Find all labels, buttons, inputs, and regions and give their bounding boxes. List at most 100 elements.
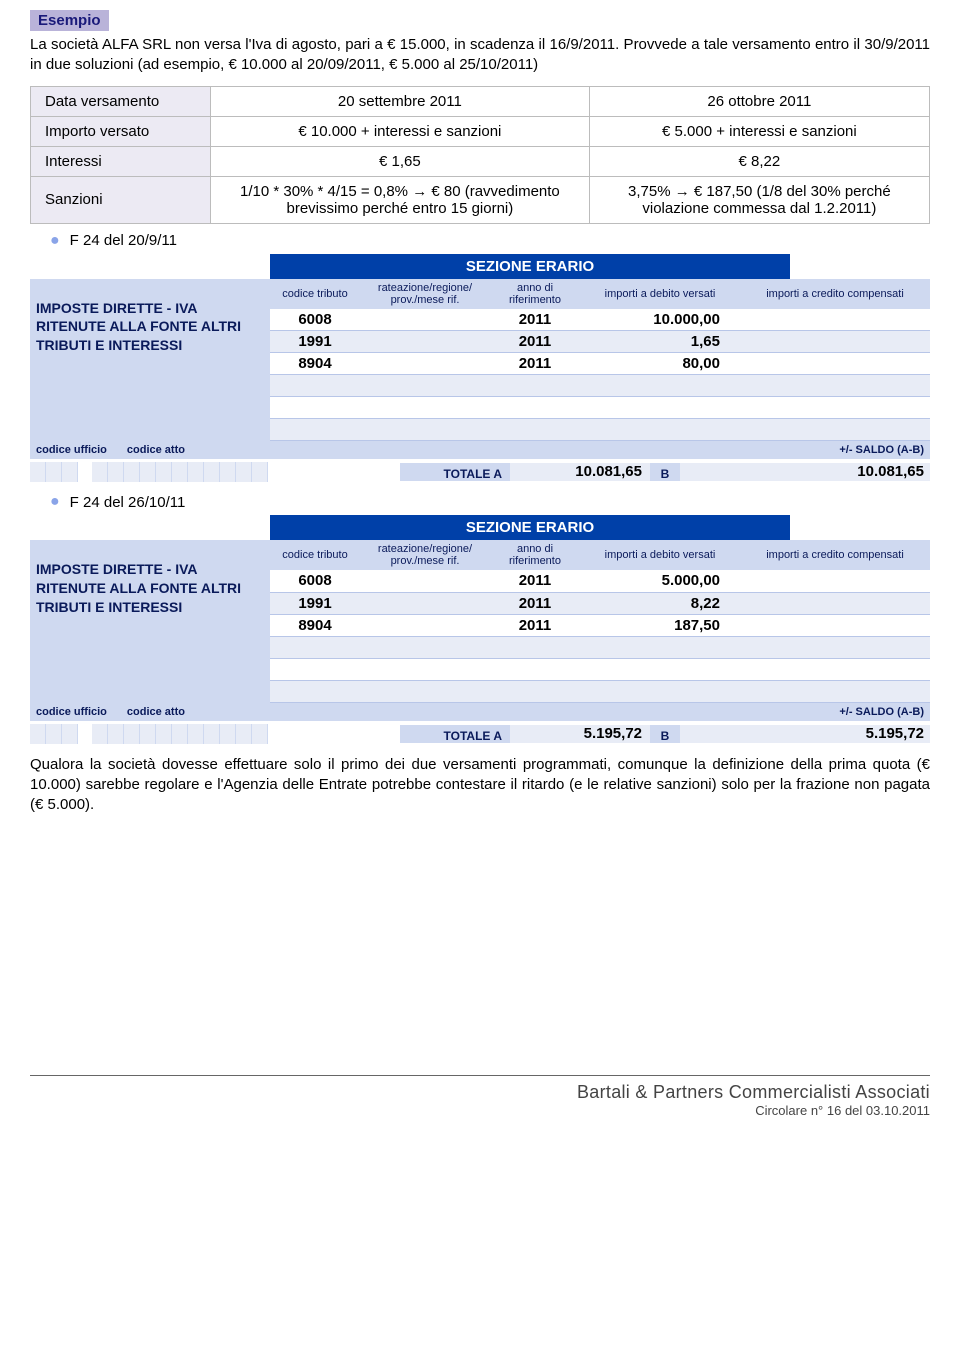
codice-header-row: codice ufficiocodice atto +/- SALDO (A-B… (30, 441, 930, 459)
col-header: rateazione/regione/ prov./mese rif. (360, 279, 490, 309)
cell (360, 636, 490, 658)
codice-ufficio-boxes (30, 724, 78, 744)
b-label: B (650, 463, 680, 481)
cell (490, 636, 580, 658)
cell (270, 658, 360, 680)
table-row: 600820115.000,00 (270, 570, 930, 592)
cell (360, 592, 490, 614)
b-value (680, 463, 780, 481)
cell (580, 680, 740, 702)
cell (360, 570, 490, 592)
cell: 2011 (490, 331, 580, 353)
table-row (270, 419, 930, 441)
table-row: Data versamento 20 settembre 2011 26 ott… (31, 86, 930, 116)
cell: € 10.000 + interessi e sanzioni (211, 116, 590, 146)
codice-boxes-row: TOTALE A 10.081,65 B 10.081,65 (30, 459, 930, 485)
row-label: Data versamento (31, 86, 211, 116)
cell (580, 658, 740, 680)
codice-header-row: codice ufficiocodice atto +/- SALDO (A-B… (30, 703, 930, 721)
cell: 1991 (270, 331, 360, 353)
erario-side-label: IMPOSTE DIRETTE - IVA RITENUTE ALLA FONT… (30, 540, 270, 703)
page-footer: Bartali & Partners Commercialisti Associ… (30, 1075, 930, 1118)
cell (490, 658, 580, 680)
cell: 8904 (270, 353, 360, 375)
cell: 3,75% → € 187,50 (1/8 del 30% perché vio… (589, 176, 929, 223)
bullet-label: F 24 del 26/10/11 (70, 494, 186, 511)
cell (490, 397, 580, 419)
col-header: importi a credito compensati (740, 540, 930, 570)
erario-table: codice tributo rateazione/regione/ prov.… (270, 540, 930, 703)
intro-text: La società ALFA SRL non versa l'Iva di a… (30, 35, 930, 76)
table-row (270, 680, 930, 702)
table-row (270, 636, 930, 658)
cell (360, 614, 490, 636)
saldo-label: +/- SALDO (A-B) (839, 444, 924, 456)
bullet-f24-1: ● F 24 del 20/9/11 (30, 232, 930, 250)
cell (740, 397, 930, 419)
cell (490, 680, 580, 702)
closing-text: Qualora la società dovesse effettuare so… (30, 755, 930, 816)
codice-ufficio-label: codice ufficio (36, 706, 107, 718)
cell: 8,22 (580, 592, 740, 614)
table-row: 89042011187,50 (270, 614, 930, 636)
cell: 2011 (490, 309, 580, 331)
table-row (270, 658, 930, 680)
footer-circolare: Circolare n° 16 del 03.10.2011 (30, 1103, 930, 1118)
table-row: Interessi € 1,65 € 8,22 (31, 146, 930, 176)
cell (360, 397, 490, 419)
footer-firm: Bartali & Partners Commercialisti Associ… (30, 1082, 930, 1103)
cell (270, 636, 360, 658)
b-label: B (650, 725, 680, 743)
cell (270, 397, 360, 419)
cell: 2011 (490, 592, 580, 614)
cell: 26 ottobre 2011 (589, 86, 929, 116)
cell: 6008 (270, 570, 360, 592)
cell (360, 680, 490, 702)
table-row (270, 397, 930, 419)
bullet-icon: ● (50, 232, 60, 250)
sezione-erario-header: SEZIONE ERARIO (270, 515, 790, 540)
table-row: 199120118,22 (270, 592, 930, 614)
totale-a-value: 5.195,72 (510, 725, 650, 743)
cell: 6008 (270, 309, 360, 331)
erario-block-2: IMPOSTE DIRETTE - IVA RITENUTE ALLA FONT… (30, 540, 930, 703)
cell (580, 397, 740, 419)
cell (740, 636, 930, 658)
cell (740, 375, 930, 397)
totale-a-value: 10.081,65 (510, 463, 650, 481)
col-header: importi a debito versati (580, 540, 740, 570)
codice-boxes-row: TOTALE A 5.195,72 B 5.195,72 (30, 721, 930, 747)
cell (490, 419, 580, 441)
col-header: rateazione/regione/ prov./mese rif. (360, 540, 490, 570)
saldo-value: 5.195,72 (780, 725, 930, 743)
erario-table: codice tributo rateazione/regione/ prov.… (270, 279, 930, 442)
cell: 2011 (490, 614, 580, 636)
cell (490, 375, 580, 397)
cell (360, 375, 490, 397)
cell (740, 658, 930, 680)
row-label: Sanzioni (31, 176, 211, 223)
cell: 1,65 (580, 331, 740, 353)
cell (360, 331, 490, 353)
table-row: Importo versato € 10.000 + interessi e s… (31, 116, 930, 146)
table-row: 1991 20111,65 (270, 331, 930, 353)
cell (580, 636, 740, 658)
cell: 1/10 * 30% * 4/15 = 0,8% → € 80 (ravvedi… (211, 176, 590, 223)
cell: 10.000,00 (580, 309, 740, 331)
b-value (680, 725, 780, 743)
col-header: importi a debito versati (580, 279, 740, 309)
cell (740, 309, 930, 331)
codice-ufficio-label: codice ufficio (36, 444, 107, 456)
col-header: importi a credito compensati (740, 279, 930, 309)
cell (740, 353, 930, 375)
cell (580, 375, 740, 397)
calc-table: Data versamento 20 settembre 2011 26 ott… (30, 86, 930, 224)
sezione-erario-header: SEZIONE ERARIO (270, 254, 790, 279)
row-label: Importo versato (31, 116, 211, 146)
erario-block-1: IMPOSTE DIRETTE - IVA RITENUTE ALLA FONT… (30, 279, 930, 442)
bullet-icon: ● (50, 493, 60, 511)
totale-a-label: TOTALE A (400, 463, 510, 481)
cell: € 8,22 (589, 146, 929, 176)
cell (360, 309, 490, 331)
saldo-label: +/- SALDO (A-B) (839, 706, 924, 718)
